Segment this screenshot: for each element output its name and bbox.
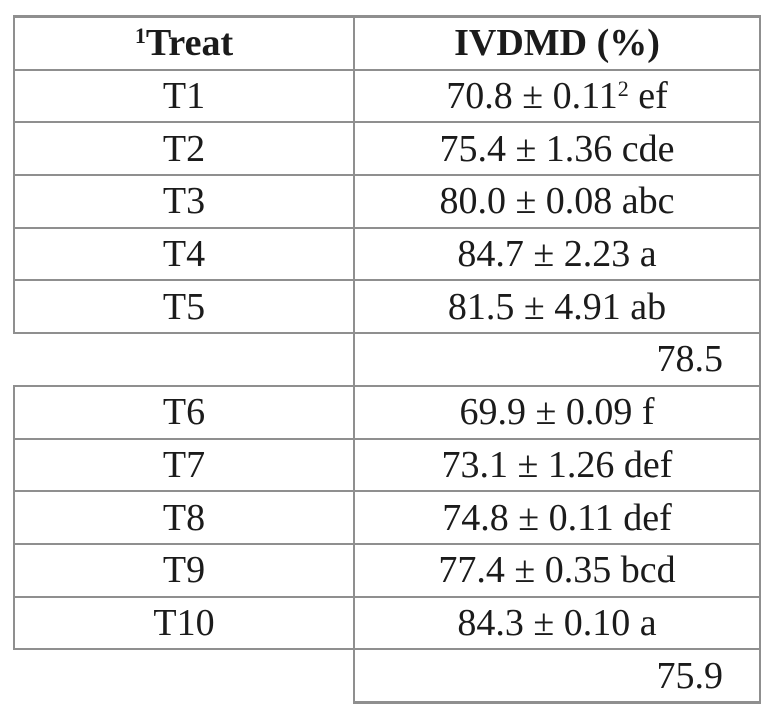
treat-cell: T1	[13, 68, 355, 124]
group-mean-value-cell: 78.5	[353, 332, 761, 387]
treat-cell: T2	[13, 121, 355, 177]
treat-header-cell: 1Treat	[13, 14, 355, 71]
value-cell: 84.3 ± 0.10 a	[353, 595, 761, 651]
value-cell: 74.8 ± 0.11 def	[353, 490, 761, 545]
table-row-t2: T2 75.4 ± 1.36 cde	[13, 121, 761, 177]
treat-cell: T6	[13, 384, 355, 440]
table-row-t9: T9 77.4 ± 0.35 bcd	[13, 542, 761, 598]
value-footnote-superscript: 2	[617, 75, 629, 101]
table-row-t7: T7 73.1 ± 1.26 def	[13, 437, 761, 493]
table-row-t3: T3 80.0 ± 0.08 abc	[13, 174, 761, 229]
group-mean-value-cell: 75.9	[353, 648, 761, 704]
table-row-t4: T4 84.7 ± 2.23 a	[13, 226, 761, 282]
table-row-t5: T5 81.5 ± 4.91 ab	[13, 279, 761, 335]
treat-cell: T7	[13, 437, 355, 493]
value-cell: 73.1 ± 1.26 def	[353, 437, 761, 493]
value-cell: 84.7 ± 2.23 a	[353, 226, 761, 282]
group-mean-row-1: 78.5	[14, 332, 761, 387]
treat-cell: T10	[13, 595, 355, 651]
ivdmd-header-cell: IVDMD (%)	[353, 14, 761, 71]
value-main: 70.8 ± 0.11	[446, 75, 618, 118]
treat-cell-blank	[14, 649, 355, 703]
table-header-row: 1Treat IVDMD (%)	[13, 14, 761, 71]
table-row-t10: T10 84.3 ± 0.10 a	[13, 595, 761, 651]
table-row-t8: T8 74.8 ± 0.11 def	[13, 490, 761, 545]
group-mean-row-2: 75.9	[14, 648, 761, 704]
treat-cell: T8	[13, 490, 355, 545]
treat-cell: T9	[13, 542, 355, 598]
table-row-t6: T6 69.9 ± 0.09 f	[13, 384, 761, 440]
value-cell: 80.0 ± 0.08 abc	[353, 174, 761, 229]
treat-footnote-superscript: 1	[134, 23, 146, 49]
value-letters: ef	[628, 75, 668, 118]
treat-header-label: Treat	[145, 22, 234, 65]
value-cell: 81.5 ± 4.91 ab	[353, 279, 761, 335]
treat-cell: T3	[13, 174, 355, 229]
treat-cell: T4	[13, 226, 355, 282]
value-cell: 77.4 ± 0.35 bcd	[353, 542, 761, 598]
value-cell: 75.4 ± 1.36 cde	[353, 121, 761, 177]
treat-cell-blank	[14, 333, 355, 386]
treat-cell: T5	[13, 279, 355, 335]
ivdmd-table: 1Treat IVDMD (%) T1 70.8 ± 0.112 ef T2 7…	[13, 14, 761, 704]
table-row-t1: T1 70.8 ± 0.112 ef	[13, 68, 761, 124]
value-cell: 70.8 ± 0.112 ef	[353, 68, 761, 124]
value-cell: 69.9 ± 0.09 f	[353, 384, 761, 440]
